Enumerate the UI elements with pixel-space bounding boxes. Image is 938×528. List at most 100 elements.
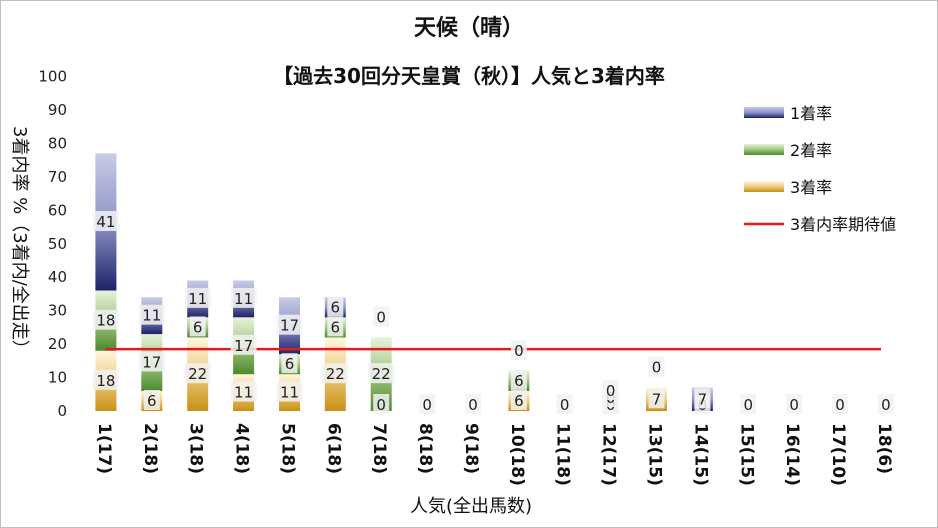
data-label-background <box>138 304 165 325</box>
data-label-text: 0 <box>835 396 845 414</box>
chart-title: 天候（晴） <box>414 15 524 41</box>
data-label-1st-pop-4: 11 <box>230 287 257 308</box>
x-tick-label-15: 15(15) <box>736 423 756 486</box>
y-tick-label: 50 <box>48 235 67 253</box>
data-label-1st-pop-14: 7 <box>694 388 711 409</box>
y-tick-label: 90 <box>48 101 67 119</box>
data-label-background <box>138 351 165 372</box>
data-label-background <box>276 314 303 335</box>
data-label-background <box>230 334 257 355</box>
y-tick-label: 30 <box>48 302 67 320</box>
x-tick-label-17: 17(10) <box>828 423 848 486</box>
data-label-text: 11 <box>188 290 207 308</box>
y-tick-label: 60 <box>48 201 67 219</box>
data-label-text: 17 <box>234 337 253 355</box>
legend-label: 3着内率期待値 <box>790 215 896 234</box>
x-axis-ticks: 1(17) 2(18) 3(18) 4(18) 5(18) 6(18) 7(18) 8(18)… <box>94 423 894 486</box>
x-axis-title: 人気(全出馬数) <box>410 496 532 517</box>
data-label-1st-pop-2: 11 <box>138 304 165 325</box>
data-label-1st-pop-13: 0 <box>648 356 665 377</box>
data-label-3rd-pop-15: 0 <box>740 394 757 414</box>
data-label-text: 11 <box>234 384 253 402</box>
data-label-background <box>832 394 848 414</box>
x-tick-label-8: 8(18) <box>415 423 435 474</box>
y-tick-label: 10 <box>48 369 67 387</box>
data-label-text: 7 <box>698 390 708 408</box>
data-label-text: 6 <box>331 298 341 316</box>
data-label-text: 0 <box>744 396 754 414</box>
data-label-2nd-pop-2: 17 <box>138 351 165 372</box>
data-label-1st-pop-5: 17 <box>276 314 303 335</box>
x-tick-label-3: 3(18) <box>186 423 206 474</box>
data-label-background <box>92 211 119 231</box>
data-label-text: 22 <box>188 365 207 383</box>
x-tick-label-5: 5(18) <box>278 423 298 474</box>
x-tick-label-2: 2(18) <box>140 423 160 474</box>
x-tick-label-11: 11(18) <box>553 423 573 486</box>
data-label-2nd-pop-1: 18 <box>92 309 119 330</box>
data-label-text: 0 <box>468 396 478 414</box>
data-label-1st-pop-3: 11 <box>184 287 211 308</box>
x-tick-label-10: 10(18) <box>507 423 527 486</box>
chart-subtitle: 【過去30回分天皇賞（秋）】人気と3着内率 <box>273 64 665 88</box>
data-label-text: 17 <box>142 354 161 372</box>
data-label-background <box>419 394 436 414</box>
data-label-3rd-pop-10: 6 <box>510 390 527 410</box>
data-label-background <box>877 394 894 414</box>
data-label-text: 0 <box>789 396 799 414</box>
x-tick-label-4: 4(18) <box>232 423 252 474</box>
data-label-3rd-pop-16: 0 <box>786 394 803 414</box>
y-tick-label: 20 <box>48 335 67 353</box>
data-label-text: 6 <box>514 392 524 410</box>
data-label-text: 0 <box>881 396 891 414</box>
legend-item-3rd: 3着率 <box>744 178 832 197</box>
data-label-text: 17 <box>280 317 299 335</box>
data-label-background <box>786 394 803 414</box>
data-label-background <box>694 388 711 409</box>
data-label-3rd-pop-4: 11 <box>230 381 257 402</box>
data-labels: 18 18 41 6 17 11 22 6 11 11 17 11 11 6 17 22 6 6 0 22 0 0 0 6 6 0… <box>92 211 894 414</box>
data-label-3rd-pop-2: 6 <box>143 390 160 410</box>
data-label-text: 0 <box>376 396 386 414</box>
data-label-text: 11 <box>142 307 161 325</box>
data-label-text: 22 <box>372 365 391 383</box>
data-label-text: 0 <box>560 396 570 414</box>
data-label-3rd-pop-9: 0 <box>465 394 481 414</box>
data-label-text: 0 <box>652 359 662 377</box>
legend-item-1st: 1着率 <box>744 104 832 123</box>
data-label-1st-pop-6: 6 <box>327 296 344 317</box>
y-axis-ticks: 0 10 20 30 40 50 60 70 80 90 100 <box>38 68 67 421</box>
data-label-text: 7 <box>652 390 662 408</box>
data-label-background <box>184 287 211 308</box>
y-tick-label: 70 <box>48 168 67 186</box>
data-label-background <box>143 390 160 410</box>
data-label-1st-pop-10: 0 <box>510 339 527 360</box>
data-label-2nd-pop-3: 6 <box>189 316 206 337</box>
data-label-background <box>465 394 481 414</box>
data-label-background <box>648 356 665 377</box>
data-label-background <box>92 309 119 330</box>
data-label-text: 11 <box>280 384 299 402</box>
x-tick-label-6: 6(18) <box>323 423 343 474</box>
data-label-3rd-pop-7: 0 <box>373 394 390 414</box>
data-label-background <box>373 394 390 414</box>
x-tick-label-14: 14(15) <box>690 423 710 486</box>
data-label-background <box>327 296 344 317</box>
data-label-3rd-pop-8: 0 <box>419 394 436 414</box>
data-label-background <box>510 339 527 360</box>
data-label-text: 6 <box>331 318 341 336</box>
data-label-background <box>276 381 303 402</box>
data-label-3rd-pop-13: 7 <box>648 388 665 409</box>
data-label-3rd-pop-17: 0 <box>832 394 848 414</box>
data-label-3rd-pop-1: 18 <box>92 369 119 390</box>
data-label-text: 0 <box>422 396 432 414</box>
data-label-text: 6 <box>285 355 295 373</box>
legend-label: 2着率 <box>790 141 832 160</box>
y-tick-label: 40 <box>48 268 67 286</box>
data-label-background <box>230 381 257 402</box>
data-label-text: 22 <box>326 365 345 383</box>
data-label-background <box>368 363 395 384</box>
data-label-background <box>92 369 119 390</box>
data-label-1st-pop-1: 41 <box>92 211 119 231</box>
